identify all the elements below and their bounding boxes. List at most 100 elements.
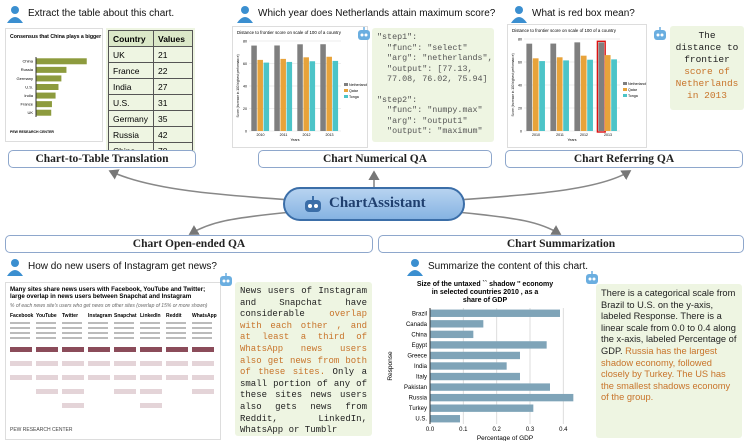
placeholder-cell: [192, 347, 214, 352]
legend-swatch: [623, 88, 627, 91]
table-cell: 21: [153, 46, 193, 63]
table-cell: 31: [153, 94, 193, 111]
model-pill: ChartAssistant: [283, 187, 465, 221]
question: What is red box mean?: [532, 8, 635, 19]
bar: [611, 59, 617, 132]
response-line: "step2":: [377, 94, 418, 105]
column-header: Instagram: [88, 313, 112, 319]
placeholder-cell: [140, 389, 162, 394]
placeholder-cell: [140, 375, 162, 380]
x-tick-label: 0.2: [492, 427, 501, 433]
placeholder-text: [114, 332, 134, 334]
question: How do new users of Instagram get news?: [28, 261, 217, 272]
placeholder-cell: [88, 375, 110, 380]
placeholder-cell: [166, 361, 188, 366]
response-line: 77.08, 76.02, 75.94]: [377, 74, 488, 84]
x-tick-label: 2011: [280, 133, 288, 137]
y-tick-label: 20: [518, 106, 522, 110]
placeholder-text: [114, 337, 134, 339]
placeholder-cell: [10, 375, 32, 380]
placeholder-cell: [192, 375, 214, 380]
bar: [326, 56, 332, 131]
robot-icon: [654, 27, 666, 40]
bar: [604, 55, 611, 131]
bar: [556, 57, 563, 131]
legend-swatch: [344, 89, 348, 92]
y-tick-label: Greece: [407, 353, 427, 359]
bar: [309, 61, 316, 131]
y-tick-label: Germany: [17, 76, 33, 81]
bar: [286, 61, 293, 131]
placeholder-text: [88, 332, 108, 334]
placeholder-cell: [88, 347, 110, 352]
bar: [430, 372, 520, 381]
placeholder-cell: [140, 361, 162, 366]
bar: [430, 362, 507, 370]
table-cell: France: [108, 62, 154, 79]
y-tick-label: Russia: [21, 67, 34, 72]
y-tick-label: India: [414, 364, 428, 370]
response: The distance to frontier score of Nether…: [670, 26, 744, 110]
mini-chart: Distance to frontier score on scale of 1…: [507, 24, 647, 148]
bar: [280, 58, 286, 132]
placeholder-text: [62, 327, 82, 329]
table-row: UK 21: [108, 46, 193, 63]
bar: [430, 320, 484, 328]
placeholder-text: [88, 327, 108, 329]
placeholder-text: [166, 322, 186, 324]
y-tick-label: 80: [518, 37, 522, 41]
response-text: The distance to frontier: [675, 30, 739, 65]
table-header: Country Values: [108, 30, 193, 47]
response-line: "step1":: [377, 32, 418, 42]
robot-icon: [358, 27, 370, 40]
user-icon: [511, 6, 527, 23]
y-tick-label: 40: [243, 84, 247, 88]
bar: [332, 60, 339, 131]
bar: [303, 57, 309, 131]
y-tick-label: Russia: [409, 396, 428, 402]
table-cell: U.S.: [108, 94, 154, 111]
placeholder-text: [10, 332, 30, 334]
placeholder-cell: [166, 375, 188, 380]
placeholder-cell: [166, 347, 188, 352]
placeholder-text: [10, 322, 30, 324]
bar: [430, 351, 520, 360]
bar: [257, 59, 263, 131]
placeholder-cell: [36, 375, 58, 380]
y-axis-label: Score (Increase in 100 highest performan…: [511, 53, 515, 116]
legend-label: Netherlands: [349, 83, 368, 87]
response-line: "arg": "output1": [377, 115, 468, 126]
response-line: "output": [77.13,: [377, 63, 473, 74]
placeholder-cell: [62, 375, 84, 380]
y-tick-label: 60: [518, 60, 522, 64]
placeholder-cell: [114, 389, 136, 394]
bar: [430, 415, 460, 423]
user-icon: [7, 6, 23, 23]
model-name: ChartAssistant: [329, 195, 426, 211]
table-cell: 27: [153, 78, 193, 95]
y-tick-label: U.S.: [25, 84, 33, 89]
chart-subtitle: % of each news site's users who get news…: [10, 303, 208, 309]
placeholder-cell: [36, 361, 58, 366]
legend-label: Qatar: [628, 88, 638, 92]
x-axis-label: Percentage of GDP: [477, 435, 533, 441]
table-cell: UK: [108, 46, 154, 63]
response-text: score of Netherlands in 2013: [675, 66, 739, 101]
table-cell: 42: [153, 126, 193, 143]
table-box: Country Values UK 21 France 22 India 27 U.S. 31 Ge…: [106, 28, 195, 161]
bar: [563, 60, 569, 131]
task-label: Chart Open-ended QA: [5, 235, 373, 253]
bar: [430, 341, 547, 349]
mini-chart: Distance to frontier score on scale of 1…: [232, 26, 368, 148]
legend-label: Tonga: [349, 95, 359, 99]
x-tick-label: 2010: [257, 133, 265, 137]
placeholder-text: [36, 327, 56, 329]
legend-swatch: [623, 82, 627, 85]
placeholder-cell: [62, 347, 84, 352]
placeholder-text: [36, 332, 56, 334]
column-header: Twitter: [62, 313, 79, 319]
user-icon: [237, 6, 253, 23]
placeholder-cell: [36, 389, 58, 394]
